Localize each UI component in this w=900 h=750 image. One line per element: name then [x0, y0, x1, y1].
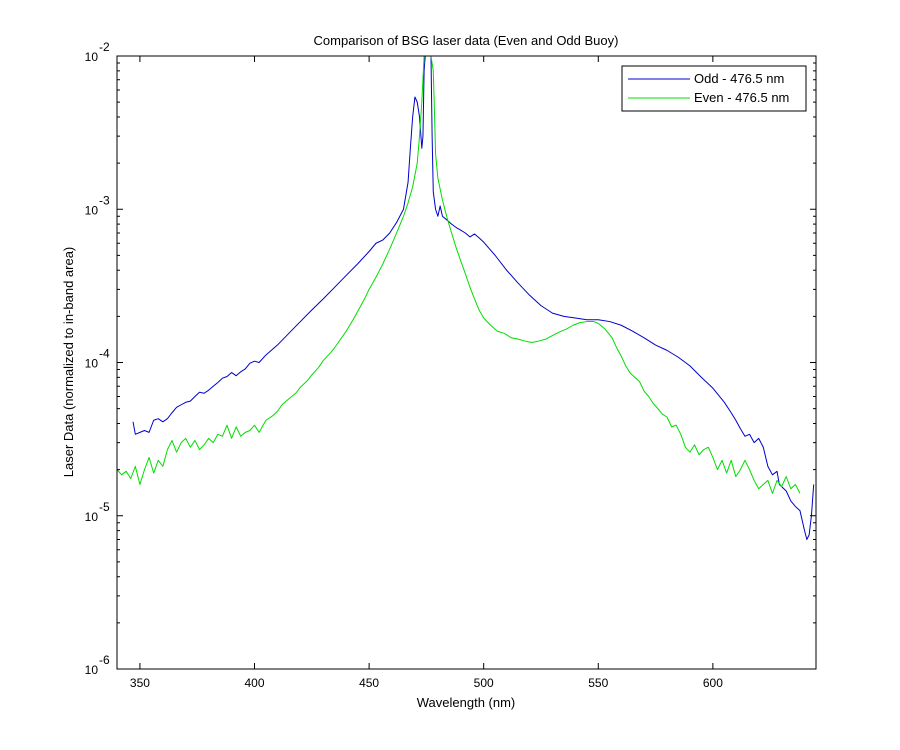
x-tick-label: 500	[474, 676, 494, 690]
series-layer	[117, 56, 815, 540]
y-tick-exponent: -5	[99, 500, 110, 514]
y-tick-label: 10	[85, 50, 99, 64]
y-axis: 10-610-510-410-310-2	[85, 40, 816, 677]
y-tick-label: 10	[85, 203, 99, 217]
x-axis: 350 400 450 500 550 600	[130, 56, 723, 690]
x-tick-label: 350	[130, 676, 150, 690]
y-tick-label: 10	[85, 510, 99, 524]
y-tick-exponent: -3	[99, 193, 110, 207]
series-line-even	[117, 56, 801, 494]
y-tick-label: 10	[85, 357, 99, 371]
legend-label-odd: Odd - 476.5 nm	[694, 71, 784, 86]
x-tick-label: 600	[703, 676, 723, 690]
y-tick-exponent: -6	[99, 653, 110, 667]
legend-label-even: Even - 476.5 nm	[694, 90, 789, 105]
x-axis-title: Wavelength (nm)	[417, 695, 516, 710]
legend: Odd - 476.5 nm Even - 476.5 nm	[621, 65, 807, 112]
y-tick-label: 10	[85, 663, 99, 677]
series-line-odd	[132, 56, 815, 540]
plot-area	[117, 56, 816, 669]
x-tick-label: 400	[244, 676, 264, 690]
y-tick-exponent: -4	[99, 347, 110, 361]
y-tick-exponent: -2	[99, 40, 110, 54]
x-tick-label: 550	[588, 676, 608, 690]
y-axis-title: Laser Data (normalized to in-band area)	[61, 247, 76, 478]
x-tick-label: 450	[359, 676, 379, 690]
chart-title: Comparison of BSG laser data (Even and O…	[314, 33, 619, 48]
legend-box	[621, 65, 807, 112]
